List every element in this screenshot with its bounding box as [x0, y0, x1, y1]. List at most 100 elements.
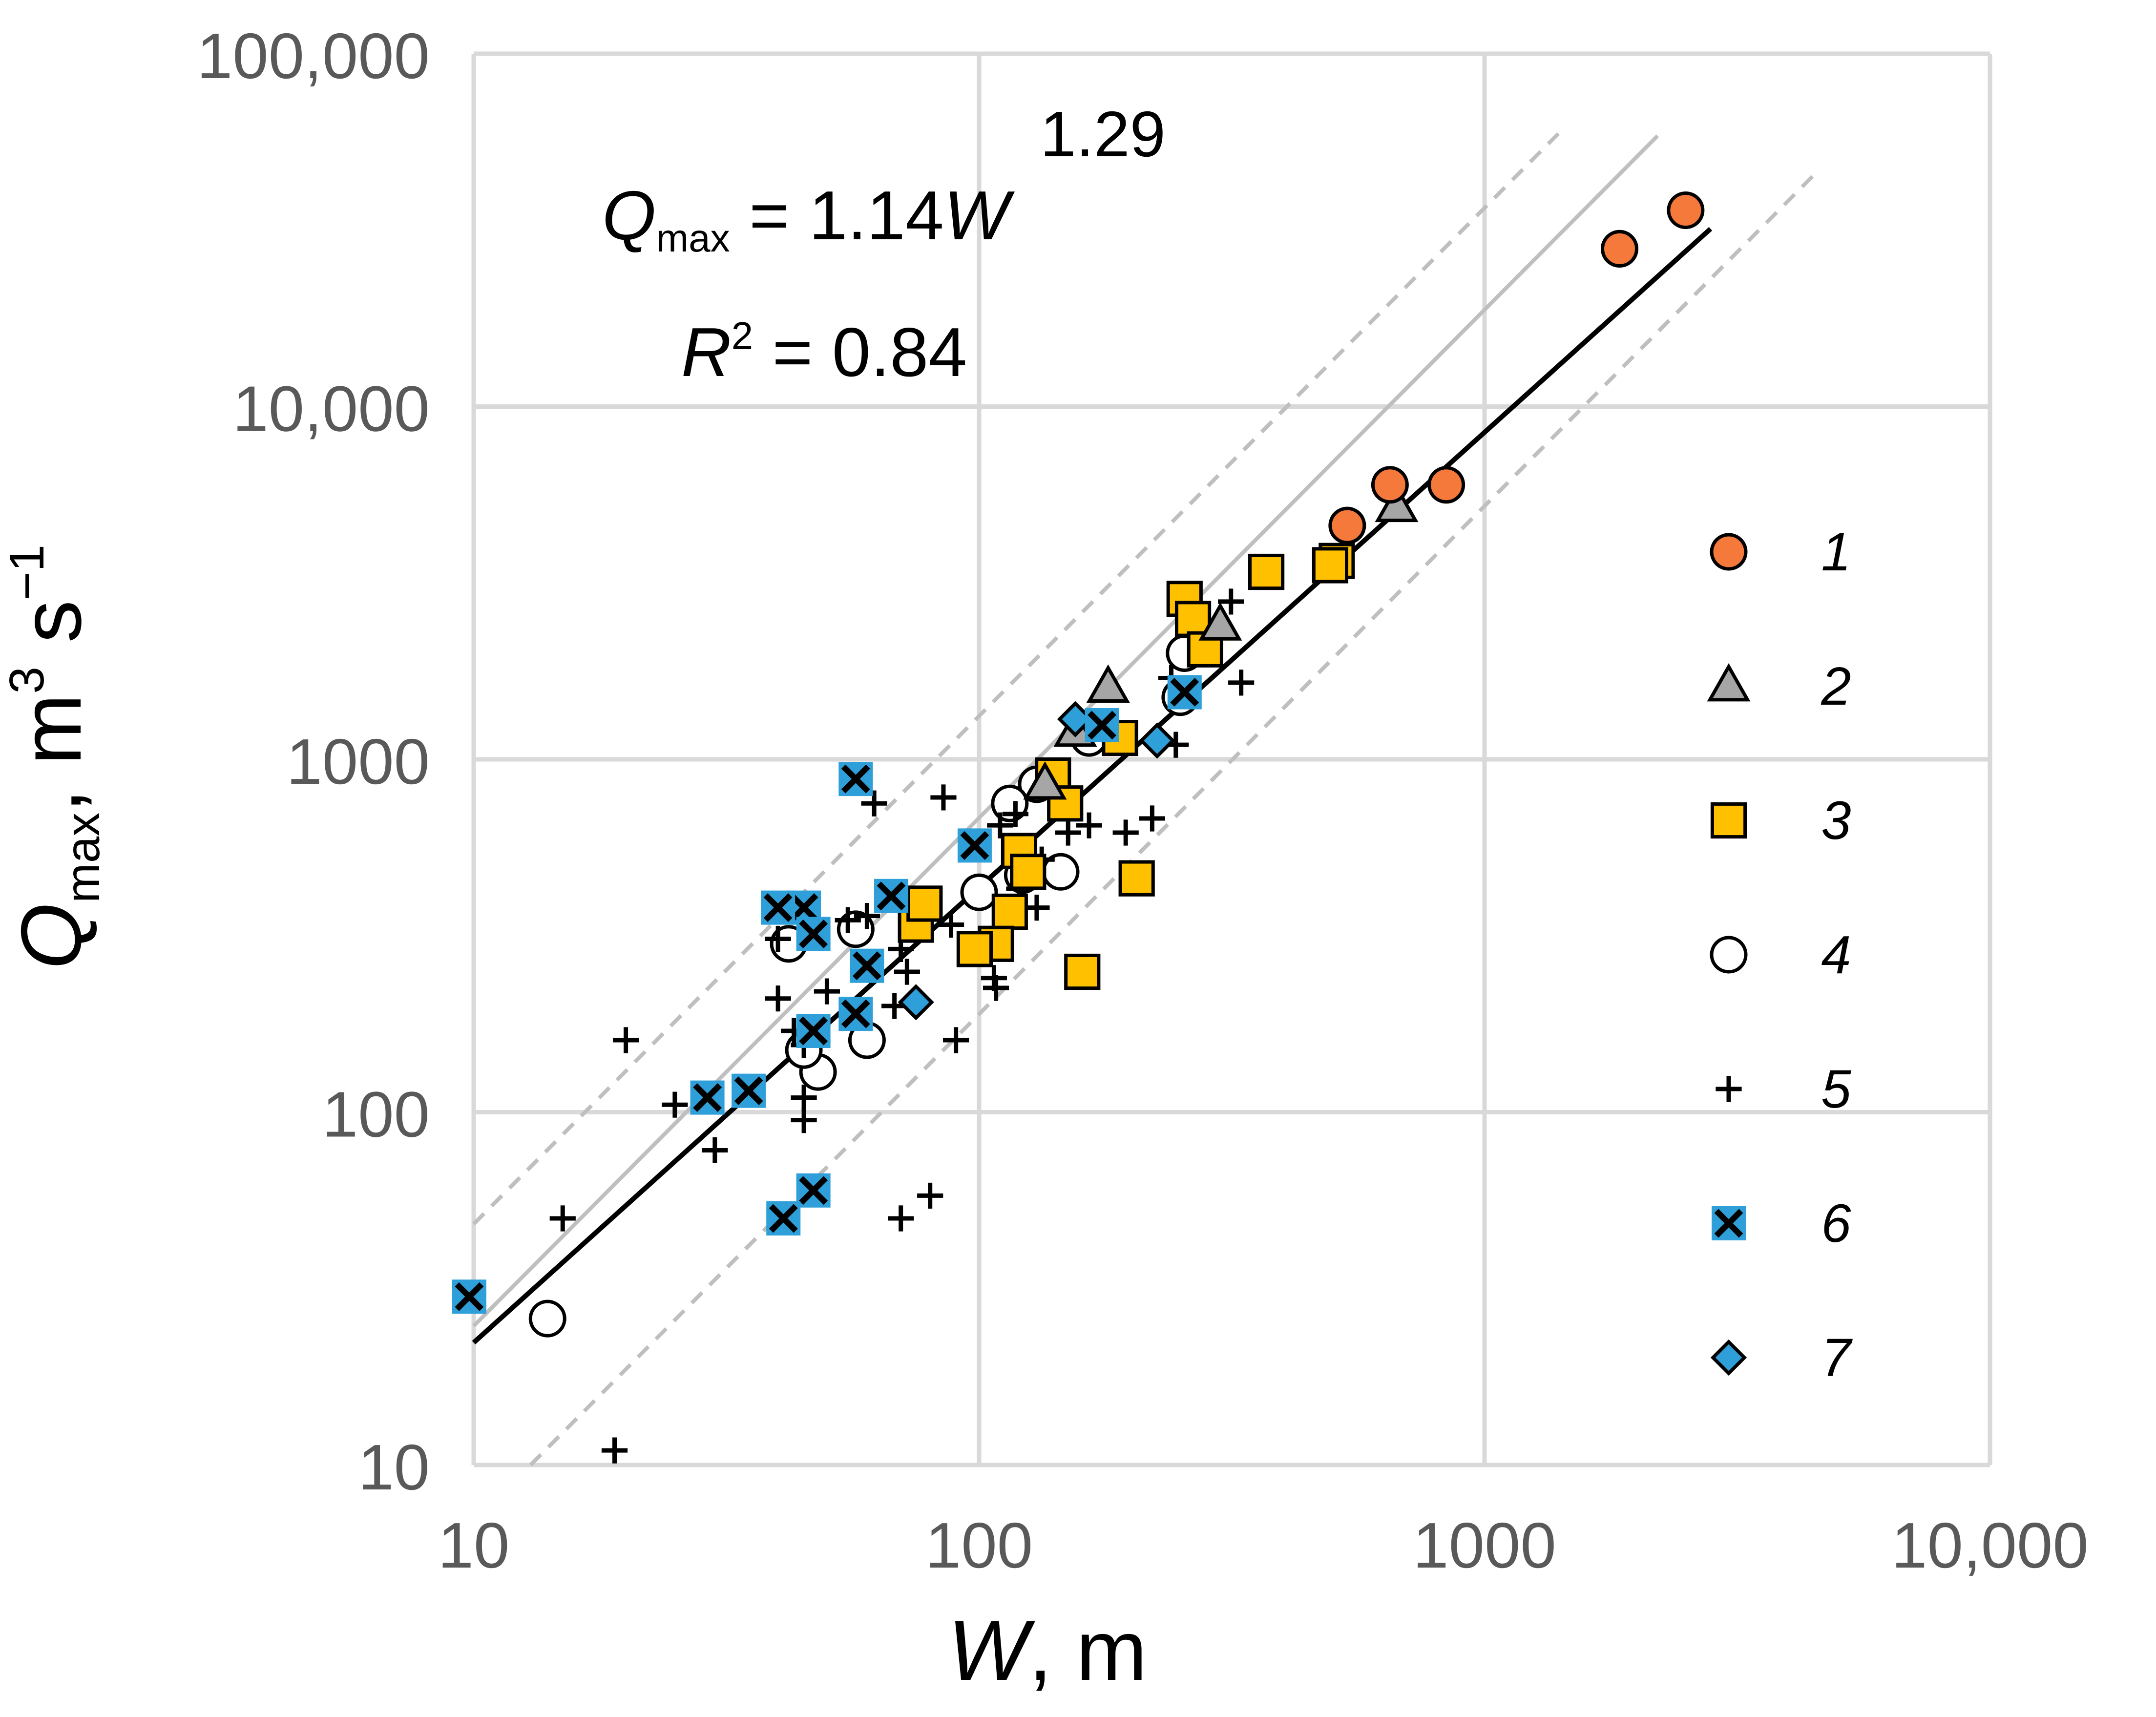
x-tick-label: 1000 — [1413, 1509, 1556, 1581]
legend-label: 5 — [1821, 1059, 1851, 1119]
svg-text:1.29: 1.29 — [1040, 98, 1166, 170]
point-series-5 — [1055, 819, 1081, 846]
y-tick-label: 100 — [322, 1079, 430, 1151]
series-3 — [898, 543, 1355, 990]
point-series-6 — [766, 1201, 801, 1235]
point-series-5 — [987, 812, 1013, 838]
legend-label: 2 — [1821, 656, 1851, 716]
point-series-6 — [1085, 708, 1119, 742]
y-tick-label: 10,000 — [232, 373, 430, 445]
legend-item-6: 6 — [1712, 1194, 1851, 1254]
point-series-1 — [1427, 466, 1465, 504]
legend-marker — [1716, 1076, 1742, 1102]
point-series-5 — [791, 1107, 817, 1133]
point-series-5 — [601, 1437, 628, 1464]
point-series-5 — [791, 1084, 817, 1111]
point-series-5 — [662, 1091, 688, 1118]
point-series-5 — [861, 790, 887, 817]
series-5 — [549, 588, 1255, 1464]
point-series-2 — [1086, 664, 1130, 703]
upper-bound-line — [472, 132, 1560, 1226]
point-series-5 — [702, 1137, 728, 1164]
point-series-6 — [796, 917, 831, 951]
trend-lines — [472, 132, 1816, 1466]
legend: 1 2 3 4 5 6 7 — [1707, 522, 1853, 1388]
point-series-2 — [1023, 761, 1067, 800]
x-tick-label: 10 — [438, 1509, 510, 1581]
legend-marker — [1710, 936, 1748, 974]
point-series-7 — [898, 984, 934, 1021]
series-4 — [528, 230, 1639, 1338]
point-series-5 — [1112, 819, 1139, 846]
point-series-5 — [1076, 812, 1102, 838]
legend-item-1: 1 — [1710, 522, 1851, 582]
legend-marker — [1707, 663, 1751, 702]
series-6 — [452, 675, 1202, 1314]
legend-item-3: 3 — [1710, 791, 1851, 851]
point-series-3 — [1312, 547, 1349, 584]
svg-text:Qmax, m3 s−1: Qmax, m3 s−1 — [0, 544, 109, 969]
point-series-2 — [1375, 483, 1419, 523]
point-series-6 — [838, 762, 873, 796]
point-series-5 — [894, 959, 920, 985]
point-series-2 — [1198, 602, 1242, 641]
legend-label: 3 — [1821, 791, 1851, 851]
point-series-3 — [906, 885, 943, 922]
point-series-5 — [1002, 801, 1028, 827]
legend-marker — [1710, 1339, 1747, 1376]
legend-item-2: 2 — [1707, 656, 1851, 716]
point-series-1 — [1667, 191, 1705, 230]
point-series-6 — [957, 828, 992, 863]
point-series-6 — [732, 1073, 766, 1108]
point-series-5 — [1228, 670, 1255, 696]
point-series-6 — [838, 997, 873, 1031]
legend-label: 7 — [1821, 1328, 1853, 1388]
point-series-5 — [943, 1027, 969, 1053]
point-series-5 — [835, 907, 861, 934]
point-series-5 — [1024, 895, 1050, 921]
y-tick-label: 10 — [358, 1431, 430, 1503]
x-tick-label: 10,000 — [1891, 1509, 2089, 1581]
point-series-3 — [991, 893, 1028, 930]
point-series-1 — [1601, 230, 1639, 268]
point-series-5 — [917, 1182, 943, 1209]
point-series-5 — [765, 985, 791, 1012]
point-series-5 — [930, 784, 957, 811]
data-points — [452, 191, 1705, 1464]
point-series-5 — [1139, 805, 1166, 832]
point-series-6 — [796, 1014, 831, 1048]
y-axis-title: Qmax, m3 s−1 — [0, 544, 109, 969]
regression-equation: 1.29 Qmax = 1.14W — [602, 98, 1166, 260]
point-series-6 — [874, 879, 908, 913]
legend-label: 6 — [1821, 1194, 1851, 1254]
legend-item-5: 5 — [1716, 1059, 1851, 1119]
point-series-4 — [960, 873, 998, 911]
legend-item-7: 7 — [1710, 1328, 1853, 1388]
series-7 — [898, 701, 1175, 1021]
legend-marker — [1710, 533, 1748, 571]
point-series-3 — [1010, 854, 1047, 890]
point-series-6 — [761, 890, 795, 925]
point-series-1 — [1328, 506, 1366, 544]
point-series-6 — [690, 1080, 725, 1115]
legend-marker — [1710, 802, 1747, 839]
point-series-3 — [956, 931, 993, 967]
point-series-5 — [549, 1205, 576, 1232]
point-series-6 — [452, 1279, 486, 1314]
point-series-5 — [938, 911, 964, 938]
series-2 — [1023, 483, 1419, 800]
legend-label: 4 — [1821, 925, 1851, 985]
x-axis-title: W, m — [948, 1603, 1147, 1698]
point-series-5 — [814, 978, 840, 1005]
point-series-5 — [612, 1027, 639, 1053]
point-series-6 — [1167, 675, 1202, 710]
legend-label: 1 — [1821, 522, 1851, 582]
point-series-5 — [983, 975, 1009, 1001]
point-series-3 — [1064, 953, 1101, 990]
r-squared-label: R2 = 0.84 — [681, 314, 967, 391]
y-tick-label: 100,000 — [197, 20, 430, 92]
tick-labels: 10 100 1000 10,000 10 100 1000 10,000 100,000 — [197, 20, 2089, 1581]
point-series-6 — [850, 948, 884, 983]
point-series-4 — [528, 1299, 566, 1338]
